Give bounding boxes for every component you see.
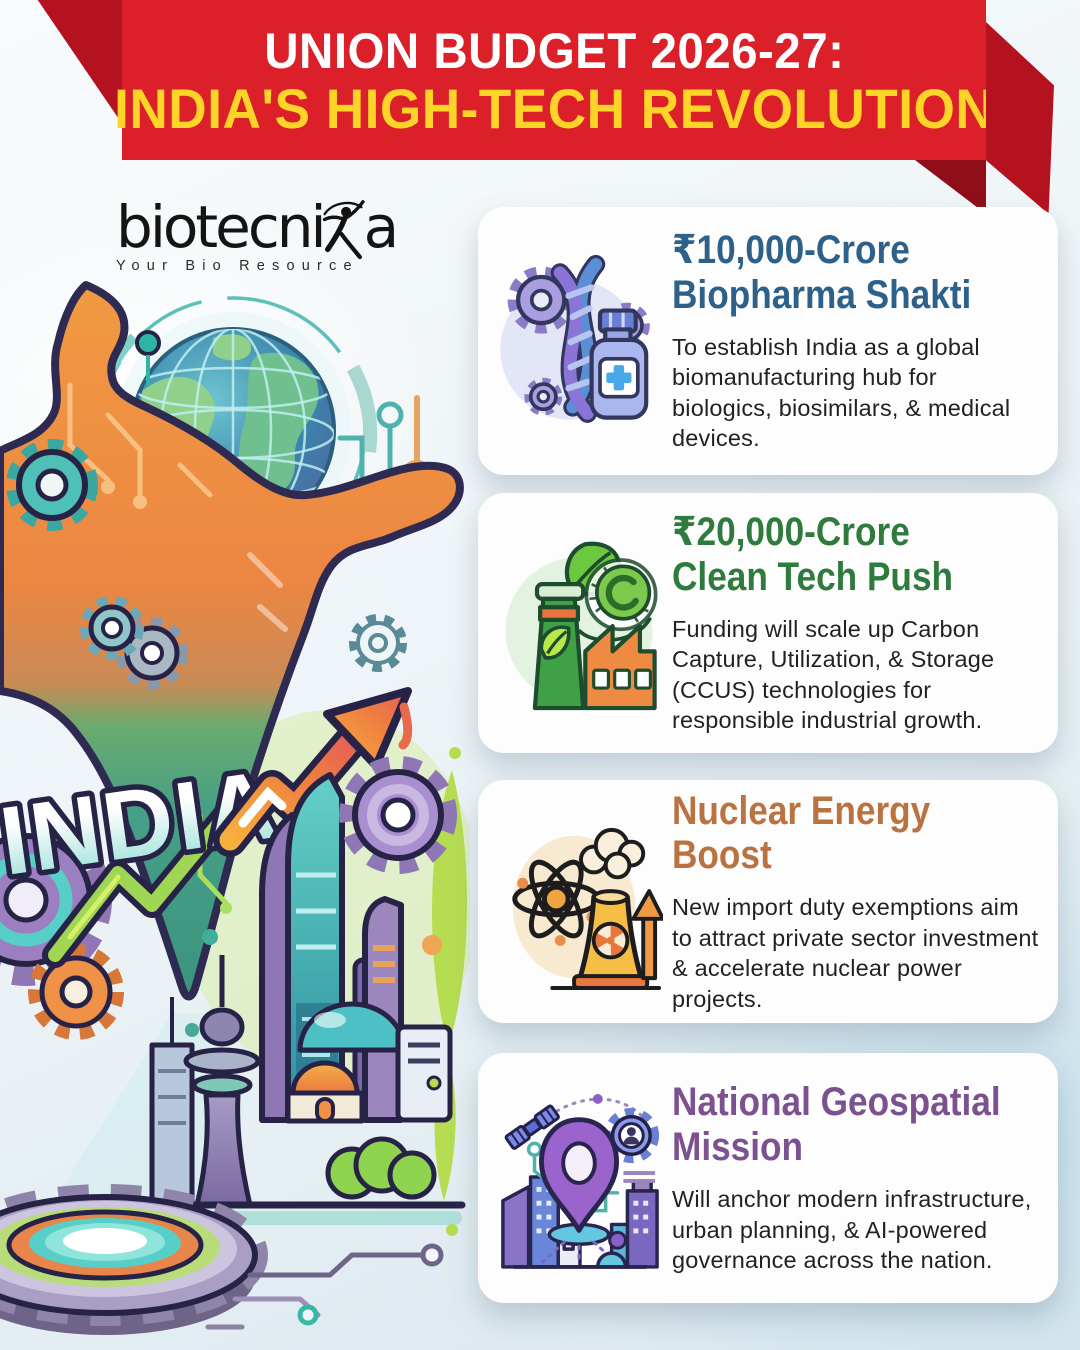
banner: UNION BUDGET 2026-27: INDIA'S HIGH-TECH … bbox=[114, 0, 994, 160]
card-body: Funding will scale up Carbon Capture, Ut… bbox=[672, 615, 995, 734]
gear-icon-orange bbox=[28, 944, 124, 1040]
card-title: ₹10,000-Crore Biopharma Shakti bbox=[672, 228, 972, 317]
card-geospatial-mission: National Geospatial Mission Will anchor m… bbox=[478, 1053, 1058, 1303]
circuit-lines-bottom bbox=[205, 1224, 458, 1330]
biotecnika-logo: biotecni a Your Bio Resource bbox=[116, 192, 476, 274]
smoke-cloud bbox=[579, 827, 646, 879]
info-cards: ₹10,000-Crore Biopharma Shakti To establi… bbox=[478, 207, 1058, 1303]
up-arrow bbox=[631, 888, 663, 980]
card-body: Will anchor modern infrastructure, urban… bbox=[672, 1185, 1032, 1274]
card-body: To establish India as a global biomanufa… bbox=[672, 333, 1011, 452]
india-tech-illustration: INDIA bbox=[0, 281, 470, 1335]
banner-title-line1: UNION BUDGET 2026-27: bbox=[263, 23, 845, 80]
logo-brand-left: biotecni bbox=[116, 193, 327, 261]
gear-icon-teal bbox=[6, 439, 98, 531]
logo-brand-right: a bbox=[363, 193, 400, 261]
map-pin bbox=[538, 1117, 620, 1233]
card-title: Nuclear Energy Boost bbox=[672, 788, 931, 878]
city-skyline bbox=[146, 772, 466, 1225]
card-title: ₹20,000-Crore Clean Tech Push bbox=[672, 510, 954, 599]
ribbon-fold-left bbox=[37, 0, 125, 128]
gear-icon-purple bbox=[339, 756, 457, 874]
card-nuclear-energy: Nuclear Energy Boost New import duty exem… bbox=[478, 780, 1058, 1023]
gear-icon-small-green bbox=[80, 596, 144, 660]
gear-icon-outline bbox=[349, 614, 407, 672]
dancer-k-icon bbox=[322, 200, 365, 260]
medicine-bottle bbox=[589, 308, 649, 420]
logo-tagline: Your Bio Resource bbox=[116, 258, 359, 274]
logo-brand-text: biotecni a bbox=[116, 192, 476, 261]
atom bbox=[512, 859, 601, 946]
gear-icon-small-gray bbox=[116, 617, 188, 689]
atom-nuclear-plant-icon bbox=[490, 802, 668, 1002]
card-title: National Geospatial Mission bbox=[672, 1080, 1001, 1170]
satellite bbox=[504, 1104, 560, 1150]
satellite-map-pin-icon bbox=[490, 1078, 668, 1278]
gear-platform bbox=[0, 1184, 268, 1335]
card-clean-tech: ₹20,000-Crore Clean Tech Push Funding wil… bbox=[478, 493, 1058, 753]
carbon-capture-factory-icon bbox=[490, 523, 668, 723]
banner-title-line2: INDIA'S HIGH-TECH REVOLUTION bbox=[113, 77, 995, 141]
dna-gears-medicine-icon bbox=[490, 241, 668, 441]
ribbon-fold-under bbox=[915, 160, 986, 214]
ribbon-fold-right bbox=[986, 22, 1054, 214]
card-biopharma-shakti: ₹10,000-Crore Biopharma Shakti To establi… bbox=[478, 207, 1058, 475]
growth-trend-line bbox=[42, 787, 251, 968]
card-body: New import duty exemptions aim to attrac… bbox=[672, 894, 1039, 1012]
growth-arrow-icon bbox=[213, 687, 413, 857]
